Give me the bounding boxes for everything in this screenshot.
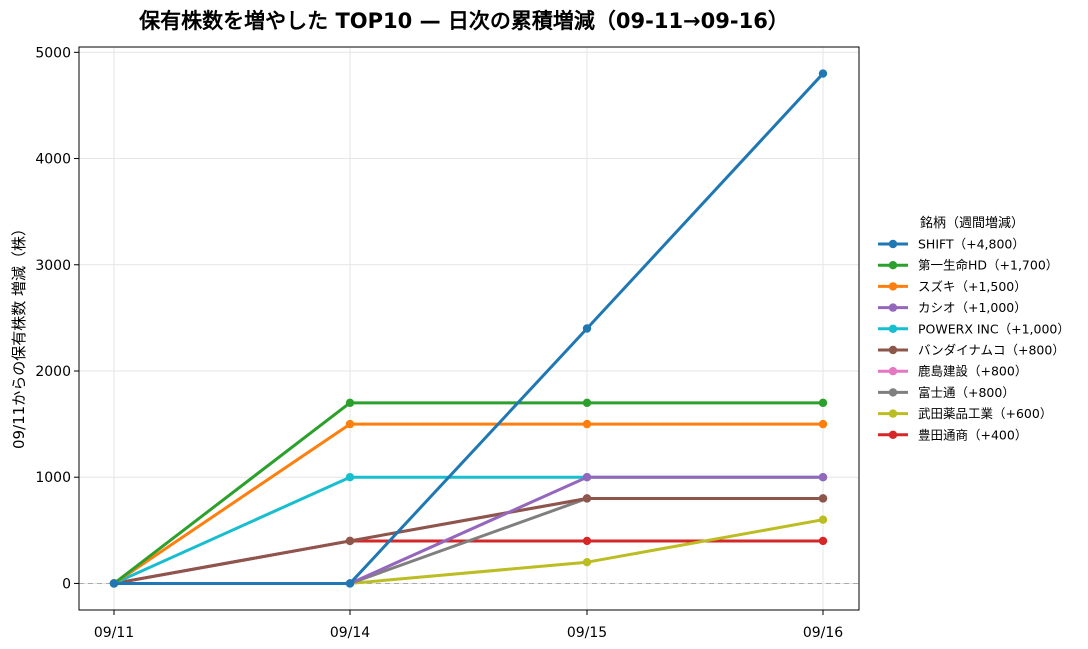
y-tick-label: 4000 [35,152,71,168]
y-tick-label: 2000 [35,364,71,380]
legend-swatch-marker [888,367,898,376]
data-point [582,324,592,333]
legend-swatch-marker [888,282,898,291]
data-point [345,536,355,546]
legend-item: SHIFT（+4,800） [878,237,1025,252]
x-tick-label: 09/16 [803,625,843,641]
series-line [112,401,825,585]
data-point [818,494,828,503]
legend-label: 第一生命HD（+1,700） [918,258,1058,273]
y-axis-label: 09/11からの保有株数 増減（株） [10,221,28,449]
x-tick-label: 09/11 [94,625,134,641]
series-line [112,72,825,585]
series-4 [109,473,828,588]
data-point [109,579,119,588]
y-tick-label: 1000 [35,470,71,486]
axes: 0 1000 2000 3000 4000 5000 09/11 09/14 09/15 09/1… [35,45,843,641]
legend-label: バンダイナムコ（+800） [918,343,1065,358]
data-point [582,473,592,482]
data-point [582,398,592,408]
y-tick-label: 5000 [35,45,71,61]
data-point [818,419,828,429]
legend-label: 鹿島建設（+800） [918,364,1027,379]
data-point [818,515,828,524]
legend-item: 武田薬品工業（+600） [878,406,1052,421]
data-point [818,398,828,408]
data-point [582,536,592,546]
series-2 [109,398,828,588]
x-tick-label: 09/14 [330,625,370,641]
plot-frame [78,46,860,611]
legend-item: スズキ（+1,500） [878,279,1027,294]
legend-swatch-marker [888,239,898,249]
legend-label: SHIFT（+4,800） [918,237,1025,252]
data-point [582,419,592,429]
legend-item: 豊田通商（+400） [878,427,1027,442]
legend-label: 武田薬品工業（+600） [918,406,1052,421]
legend-item: カシオ（+1,000） [878,300,1027,315]
series-10 [109,536,828,588]
legend-swatch-marker [888,409,898,418]
grid [79,47,859,610]
legend-label: 富士通（+800） [918,385,1015,400]
series-9 [109,515,828,588]
legend-title: 銘柄（週間増減） [920,215,1024,231]
data-point [345,398,355,408]
legend-swatch-marker [888,345,898,355]
data-point [582,494,592,503]
legend-label: POWERX INC（+1,000） [918,321,1070,336]
x-tick-label: 09/15 [567,625,607,641]
series-lines [109,69,828,588]
legend-item: POWERX INC（+1,000） [878,321,1070,336]
data-point [582,557,592,567]
legend-label: カシオ（+1,000） [918,300,1027,315]
data-point [345,473,355,482]
legend-item: 第一生命HD（+1,700） [878,258,1058,273]
series-3 [109,419,828,588]
data-point [345,579,355,588]
legend-swatch-marker [888,388,898,397]
data-point [818,473,828,482]
y-tick-label: 0 [62,576,71,592]
series-line [112,539,825,585]
series-1 [109,69,828,588]
data-point [818,69,828,78]
legend[interactable]: 銘柄（週間増減） SHIFT（+4,800） 第一生命HD（+1,700） スズキ（… [878,215,1070,442]
legend-item: 鹿島建設（+800） [878,364,1027,379]
series-line [112,422,825,585]
legend-swatch-marker [888,324,898,333]
legend-item: バンダイナムコ（+800） [878,343,1065,358]
legend-item: 富士通（+800） [878,385,1015,400]
legend-label: 豊田通商（+400） [918,427,1027,442]
legend-swatch-marker [888,303,898,312]
y-tick-label: 3000 [35,258,71,274]
legend-swatch-marker [888,430,898,439]
series-line [112,475,825,585]
legend-label: スズキ（+1,500） [918,279,1027,294]
legend-swatch-marker [888,261,898,270]
chart-title: 保有株数を増やした TOP10 — 日次の累積増減（09-11→09-16） [138,9,789,33]
data-point [345,419,355,429]
series-line [112,496,825,585]
data-point [818,536,828,546]
